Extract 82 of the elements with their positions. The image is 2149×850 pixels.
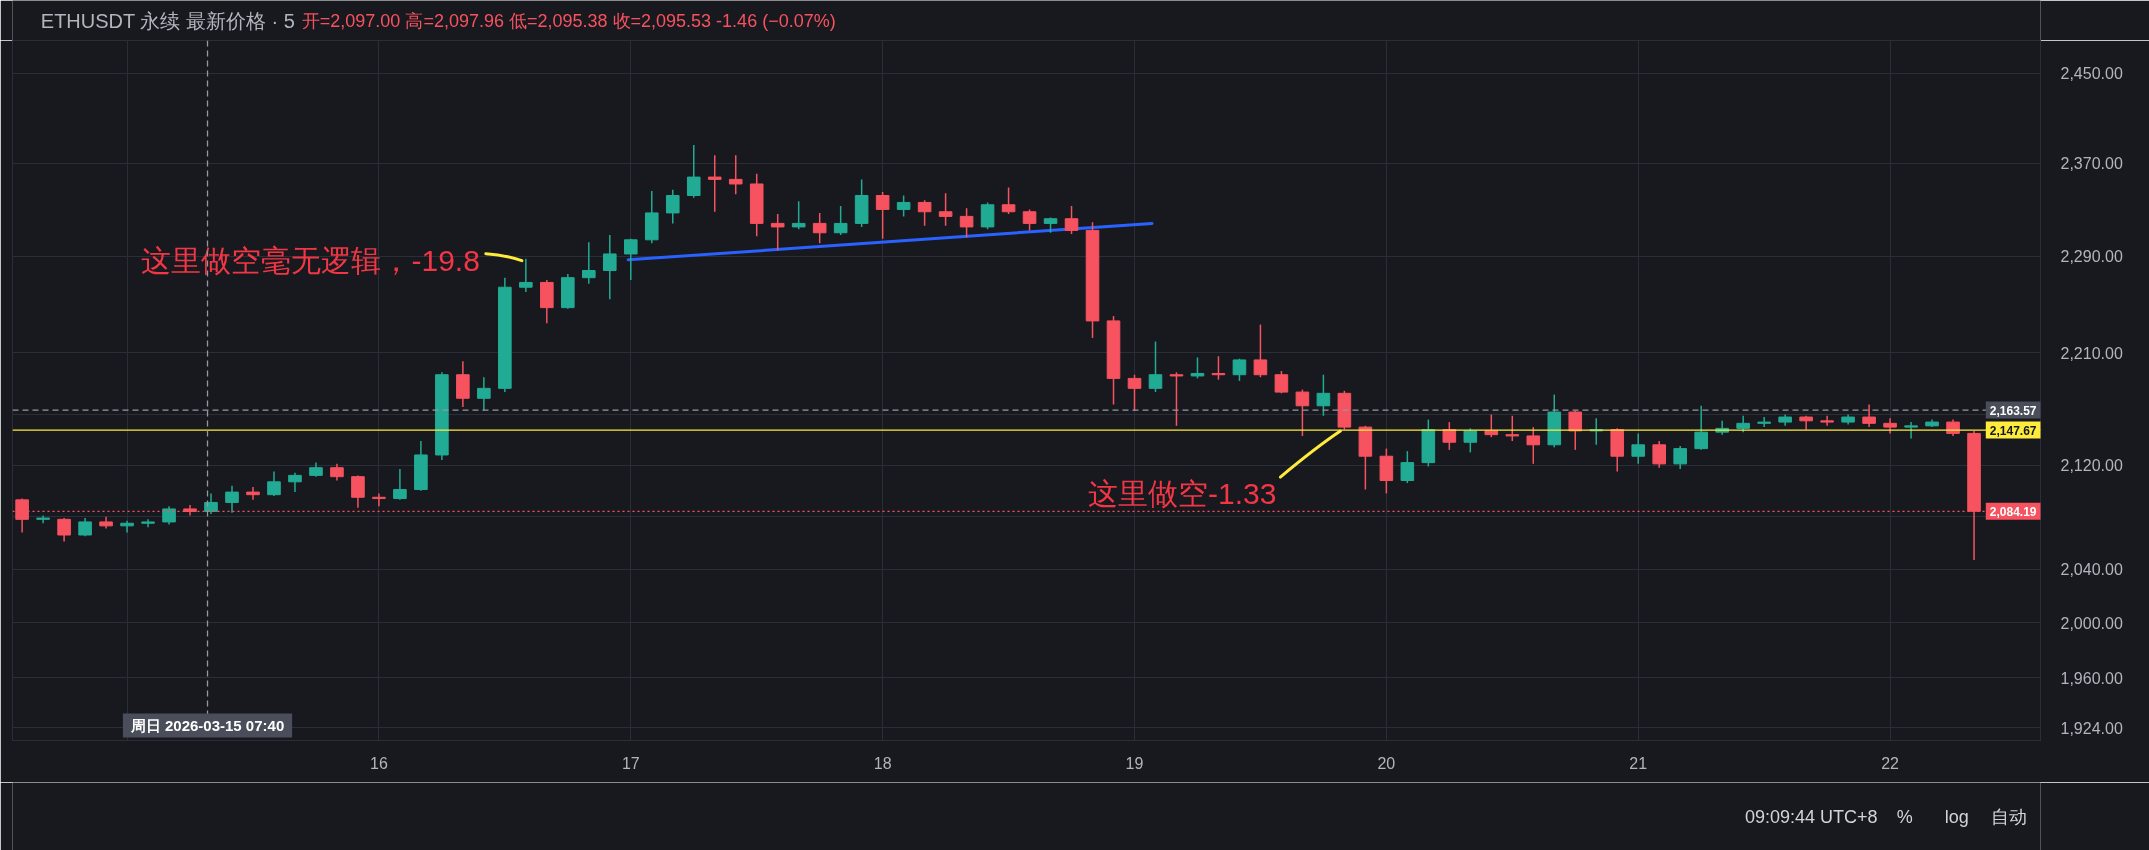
- candlestick: [1400, 450, 1415, 484]
- candlestick: [1862, 403, 1876, 428]
- ref-line-label: 2,163.57: [1989, 403, 2037, 418]
- candlestick: [1295, 388, 1310, 437]
- text: %: [1896, 806, 1913, 827]
- candlestick: [1757, 416, 1771, 428]
- candlestick: [1526, 426, 1541, 465]
- candlestick: [1190, 356, 1205, 380]
- candlestick: [456, 360, 470, 408]
- candlestick: [1253, 323, 1268, 378]
- candlestick: [267, 470, 281, 497]
- candlestick: [351, 474, 365, 509]
- candlestick: [288, 472, 302, 493]
- candlestick: [707, 154, 722, 213]
- text: 09:09:44 UTC+8: [1745, 806, 1878, 827]
- candlestick: [1820, 415, 1834, 427]
- candlestick: [204, 492, 218, 515]
- candlestick: [603, 234, 617, 300]
- candlestick: [582, 241, 596, 285]
- candlestick: [623, 237, 638, 281]
- ref-line-label: 2,147.67: [1989, 423, 2037, 438]
- candlestick: [246, 486, 260, 501]
- candlestick: [959, 207, 974, 239]
- candlestick: [1169, 371, 1184, 427]
- x-tick-label: 18: [873, 754, 892, 772]
- y-tick-label: 2,120.00: [2060, 457, 2123, 475]
- candlestick: [728, 154, 743, 196]
- candlestick: [393, 468, 407, 501]
- ref-line-label: 周日 2026-03-15 07:40: [129, 717, 285, 734]
- candlestick: [1211, 355, 1226, 381]
- y-tick-label: 2,040.00: [2060, 561, 2123, 579]
- candlestick: [57, 517, 71, 543]
- x-tick-label: 19: [1125, 754, 1144, 772]
- y-tick-label: 2,450.00: [2060, 65, 2123, 83]
- candlestick: [162, 505, 176, 526]
- y-tick-label: 2,210.00: [2060, 344, 2123, 362]
- y-tick-label: 2,370.00: [2060, 155, 2123, 173]
- candlestick: [980, 201, 995, 230]
- x-tick-label: 22: [1881, 754, 1900, 772]
- candlestick: [1463, 427, 1478, 454]
- text: 自动: [1991, 806, 2028, 827]
- y-tick-label: 1,924.00: [2060, 719, 2123, 737]
- candlestick: [1505, 415, 1520, 442]
- candlestick: [1148, 340, 1163, 393]
- candlestick: [1022, 208, 1037, 232]
- chart-subtitle: 开=2,097.00 高=2,097.96 低=2,095.38 收=2,095.53 -1.46 (−0.07%): [301, 10, 836, 31]
- candlestick: [1673, 445, 1687, 470]
- candlestick: [1442, 421, 1457, 451]
- x-tick-label: 21: [1629, 754, 1648, 772]
- candlestick: [1652, 440, 1667, 469]
- candlestick: [938, 192, 953, 227]
- candlestick: [519, 257, 533, 293]
- chart-title: ETHUSDT 永续 最新价格 · 5: [40, 9, 295, 32]
- candlestick: [791, 200, 806, 230]
- annotation: 这里做空-1.33: [1088, 476, 1277, 510]
- annotation: 这里做空毫无逻辑，-19.8: [141, 244, 480, 278]
- candlestick: [770, 213, 785, 252]
- candlestick: [1064, 205, 1079, 235]
- candlestick: [875, 191, 890, 240]
- candlestick: [665, 188, 680, 225]
- candlestick: [812, 212, 827, 245]
- candlestick: [1316, 373, 1331, 417]
- candlestick: [1694, 405, 1708, 451]
- y-tick-label: 1,960.00: [2060, 669, 2123, 687]
- candlestick: [477, 376, 491, 412]
- ref-line-label: 2,084.19: [1989, 504, 2037, 519]
- candlestick: [833, 205, 848, 236]
- candlestick: [1631, 432, 1646, 465]
- x-tick-label: 16: [370, 754, 388, 772]
- x-tick-label: 17: [621, 754, 640, 772]
- y-tick-label: 2,290.00: [2060, 248, 2123, 266]
- candlestick: [917, 199, 932, 227]
- candlestick: [225, 484, 239, 514]
- candlestick: [686, 144, 701, 199]
- candlestick: [1127, 373, 1142, 412]
- candlestick: [896, 194, 911, 218]
- y-tick-label: 2,000.00: [2060, 614, 2123, 632]
- text: log: [1944, 806, 1969, 827]
- x-tick-label: 20: [1377, 754, 1396, 772]
- candlestick: [1001, 186, 1016, 215]
- candlestick: [372, 492, 386, 508]
- candlestick: [1568, 410, 1583, 451]
